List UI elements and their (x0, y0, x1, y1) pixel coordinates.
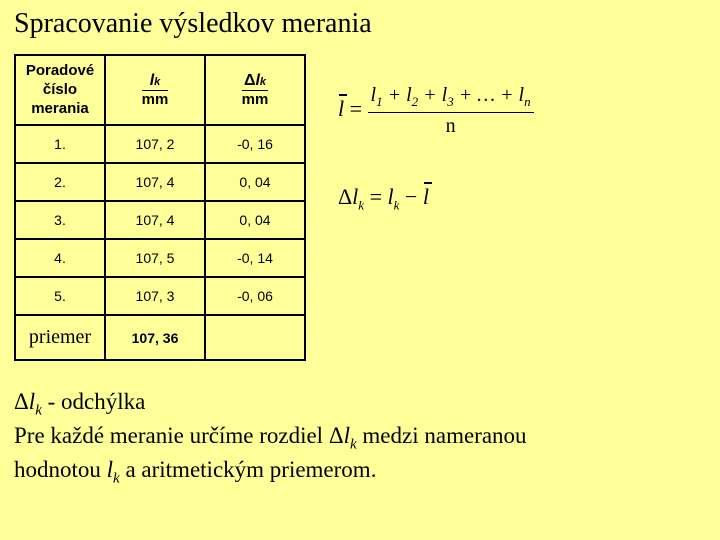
mean-num: l1 + l2 + l3 + … + ln (368, 84, 534, 113)
b1-sub: k (35, 403, 42, 419)
cell-idx: 2. (15, 163, 105, 201)
bottom-line1: Δlk - odchýlka (14, 387, 706, 421)
mean-formula: l = l1 + l2 + l3 + … + ln n (338, 84, 534, 138)
table-row: 3. 107, 4 0, 04 (15, 201, 305, 239)
col3-sub: k (260, 76, 266, 88)
cell-dev: 0, 04 (205, 201, 305, 239)
b2-d: medzi nameranou (357, 423, 527, 448)
col3-fraction: Δlk mm (242, 73, 269, 108)
cell-dev: 0, 04 (205, 163, 305, 201)
dev-eq: = (370, 184, 388, 209)
col-header-index: Poradové číslo merania (15, 55, 105, 125)
table-row: 2. 107, 4 0, 04 (15, 163, 305, 201)
cell-idx: 5. (15, 277, 105, 315)
table-footer-row: priemer 107, 36 (15, 315, 305, 360)
b1-rest: - odchýlka (42, 389, 145, 414)
page-title: Spracovanie výsledkov merania (14, 8, 706, 40)
measurement-table: Poradové číslo merania lk mm Δlk (14, 54, 306, 361)
cell-val: 107, 4 (105, 201, 205, 239)
col3-delta: Δ (244, 72, 256, 89)
b3-sub: k (113, 471, 120, 487)
dev-formula: Δlk = lk − l (338, 184, 534, 213)
table-header-row: Poradové číslo merania lk mm Δlk (15, 55, 305, 125)
table-body: 1. 107, 2 -0, 16 2. 107, 4 0, 04 3. 107,… (15, 125, 305, 360)
dev-minus: − (405, 184, 423, 209)
formula-block: l = l1 + l2 + l3 + … + ln n Δlk = lk − l (338, 84, 534, 213)
col-header-deviation: Δlk mm (205, 55, 305, 125)
b2-a: Pre každé meranie určíme rozdiel (14, 423, 329, 448)
table-row: 1. 107, 2 -0, 16 (15, 125, 305, 163)
b3-a: hodnotou (14, 457, 107, 482)
table-row: 5. 107, 3 -0, 06 (15, 277, 305, 315)
col2-fraction: lk mm (142, 73, 169, 108)
col2-den: mm (142, 90, 169, 108)
footer-label: priemer (15, 315, 105, 360)
cell-idx: 1. (15, 125, 105, 163)
cell-val: 107, 2 (105, 125, 205, 163)
cell-val: 107, 3 (105, 277, 205, 315)
b2-sub: k (350, 437, 357, 453)
b1-delta: Δ (14, 389, 29, 414)
cell-idx: 4. (15, 239, 105, 277)
col1-label: Poradové číslo merania (26, 62, 94, 117)
cell-dev: -0, 06 (205, 277, 305, 315)
cell-dev: -0, 16 (205, 125, 305, 163)
mean-eq: = (350, 96, 368, 121)
dev-k2: k (394, 197, 400, 212)
cell-idx: 3. (15, 201, 105, 239)
b2-delta: Δ (329, 423, 344, 448)
dev-lbar: l (423, 184, 429, 210)
b3-c: a aritmetickým priemerom. (120, 457, 377, 482)
bottom-text: Δlk - odchýlka Pre každé meranie určíme … (14, 387, 706, 489)
content-area: Poradové číslo merania lk mm Δlk (14, 54, 706, 361)
mean-den: n (368, 113, 534, 138)
mean-fraction: l1 + l2 + l3 + … + ln n (368, 84, 534, 138)
footer-dev (205, 315, 305, 360)
cell-val: 107, 5 (105, 239, 205, 277)
footer-val: 107, 36 (105, 315, 205, 360)
cell-val: 107, 4 (105, 163, 205, 201)
bottom-line2: Pre každé meranie určíme rozdiel Δlk med… (14, 421, 706, 455)
mean-lhs: l (338, 96, 344, 122)
col-header-value: lk mm (105, 55, 205, 125)
cell-dev: -0, 14 (205, 239, 305, 277)
dev-delta: Δ (338, 184, 352, 209)
col3-den: mm (242, 90, 269, 108)
dev-k1: k (358, 197, 364, 212)
table-row: 4. 107, 5 -0, 14 (15, 239, 305, 277)
bottom-line3: hodnotou lk a aritmetickým priemerom. (14, 455, 706, 489)
col2-sub: k (154, 76, 160, 88)
